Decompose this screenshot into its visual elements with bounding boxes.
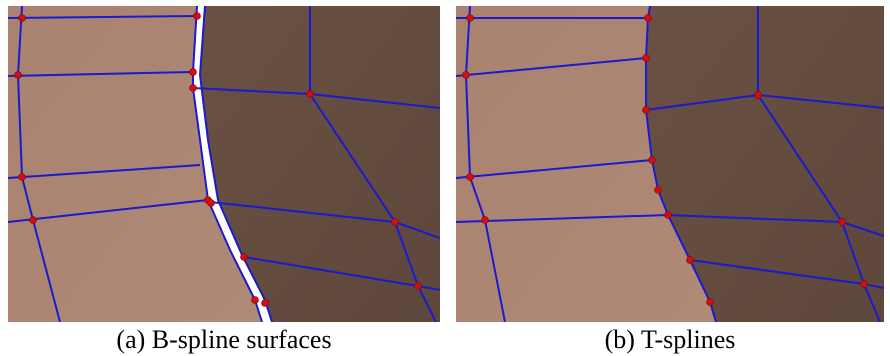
panel-b-image: [456, 6, 884, 322]
figure: (a) B-spline surfaces (b) T-splines: [0, 0, 890, 356]
caption: (b) T-splines: [605, 325, 736, 354]
caption: (a) B-spline surfaces: [116, 325, 331, 354]
panel-a-image: [8, 6, 440, 322]
